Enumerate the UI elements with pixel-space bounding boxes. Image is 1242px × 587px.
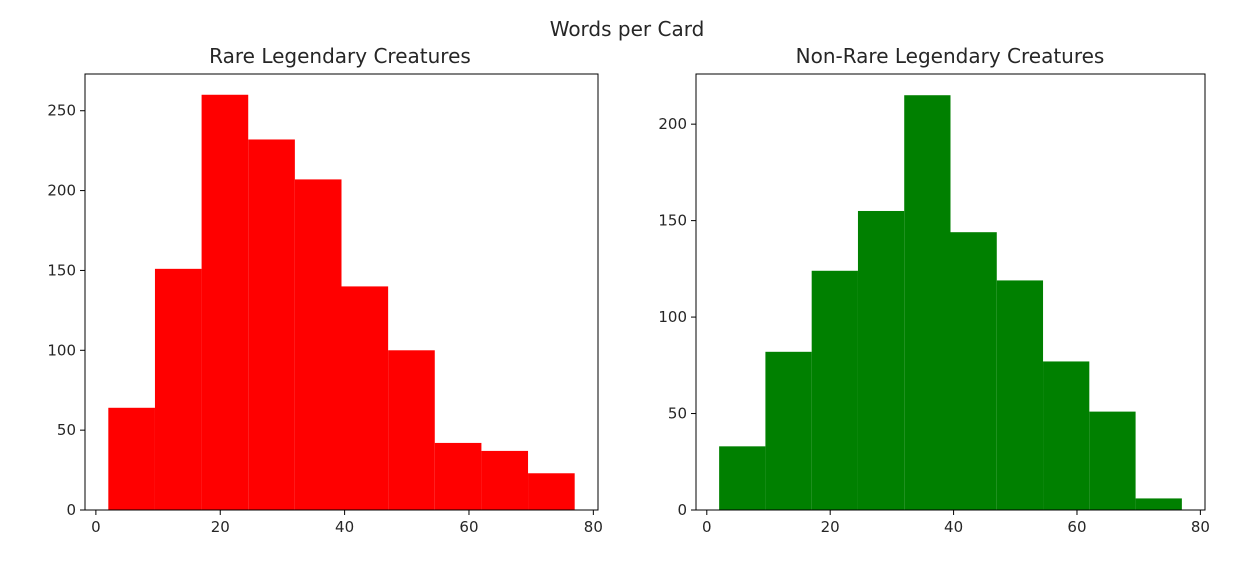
y-tick-label: 0 [66, 501, 76, 519]
histogram-bar [1135, 498, 1182, 510]
axes-frame [84, 73, 599, 511]
panel-rare-legendary-creatures: Rare Legendary Creatures 0 20 40 60 80 0 50 100… [47, 44, 603, 536]
axes: 0 20 40 60 80 0 50 100 150 200 250 [47, 73, 603, 536]
histogram-bar [765, 351, 812, 510]
x-tick-label: 60 [1067, 518, 1086, 536]
histogram-bar [201, 94, 249, 510]
histogram-bar [388, 350, 435, 510]
x-tick-label: 20 [211, 518, 230, 536]
histogram-bar [719, 446, 766, 510]
y-tick-label: 0 [677, 501, 687, 519]
x-tick-label: 40 [335, 518, 354, 536]
panel-title: Rare Legendary Creatures [209, 44, 471, 68]
panel-title: Non-Rare Legendary Creatures [796, 44, 1105, 68]
y-tick-label: 150 [47, 261, 76, 279]
histogram-bars [719, 95, 1182, 510]
panel-non-rare-legendary-creatures: Non-Rare Legendary Creatures 0 20 40 60 80 0 5… [658, 44, 1210, 536]
histogram-bar [294, 179, 342, 510]
histogram-bar [857, 210, 905, 510]
x-tick-label: 80 [1191, 518, 1210, 536]
histogram-bar [1089, 411, 1136, 510]
histogram-bar [904, 95, 951, 510]
y-tick-label: 200 [47, 182, 76, 200]
x-tick-label: 20 [821, 518, 840, 536]
histogram-bar [950, 232, 997, 510]
y-tick-label: 50 [57, 421, 76, 439]
x-tick-label: 0 [702, 518, 712, 536]
y-tick-label: 200 [658, 115, 687, 133]
y-tick-label: 100 [658, 308, 687, 326]
histogram-bar [108, 407, 155, 510]
histogram-bar [248, 139, 295, 510]
histogram-bar [996, 280, 1044, 510]
y-tick-label: 50 [668, 405, 687, 423]
histogram-bar [481, 450, 529, 510]
y-tick-label: 100 [47, 341, 76, 359]
y-tick-label: 150 [658, 212, 687, 230]
histogram-bar [341, 286, 389, 510]
figure-suptitle: Words per Card [550, 17, 705, 41]
histogram-bar [434, 442, 482, 510]
axes: 0 20 40 60 80 0 50 100 150 200 [658, 73, 1210, 536]
x-tick-label: 60 [459, 518, 478, 536]
histogram-bar [154, 268, 202, 510]
x-tick-label: 40 [944, 518, 963, 536]
x-tick-label: 0 [91, 518, 101, 536]
y-tick-label: 250 [47, 102, 76, 120]
axes-frame [695, 73, 1206, 511]
histogram-bars [108, 94, 575, 510]
histogram-bar [811, 270, 858, 510]
x-tick-label: 80 [584, 518, 603, 536]
histogram-bar [528, 473, 575, 510]
histogram-bar [1043, 361, 1090, 510]
